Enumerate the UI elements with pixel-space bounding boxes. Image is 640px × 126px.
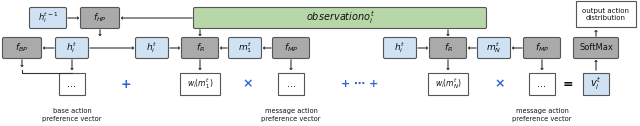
- Text: message action
preference vector: message action preference vector: [512, 108, 572, 121]
- Text: $v_i^t$: $v_i^t$: [591, 76, 602, 92]
- Text: $f_{MP}$: $f_{MP}$: [535, 42, 549, 54]
- Bar: [583, 73, 609, 95]
- Text: ×: ×: [243, 77, 253, 90]
- Text: $f_R$: $f_R$: [195, 42, 205, 54]
- Text: + ⋯ +: + ⋯ +: [341, 79, 379, 89]
- Text: $h_i^t$: $h_i^t$: [394, 41, 406, 55]
- Bar: [59, 73, 85, 95]
- FancyBboxPatch shape: [477, 38, 511, 58]
- FancyBboxPatch shape: [81, 8, 120, 28]
- FancyBboxPatch shape: [524, 38, 561, 58]
- FancyBboxPatch shape: [228, 38, 262, 58]
- Bar: [428, 73, 468, 95]
- Text: $h_i^t$: $h_i^t$: [67, 41, 77, 55]
- FancyBboxPatch shape: [3, 38, 42, 58]
- Text: SoftMax: SoftMax: [579, 43, 613, 53]
- Text: $w_i(m_N^t)$: $w_i(m_N^t)$: [435, 77, 461, 91]
- Bar: [180, 73, 220, 95]
- Bar: [529, 73, 555, 95]
- Text: ...: ...: [67, 79, 77, 89]
- Text: $observation o_i^t$: $observation o_i^t$: [305, 10, 374, 26]
- FancyBboxPatch shape: [136, 38, 168, 58]
- Text: $m_1^t$: $m_1^t$: [238, 41, 252, 55]
- Text: ...: ...: [287, 79, 296, 89]
- Text: $f_R$: $f_R$: [444, 42, 452, 54]
- Text: output action
distribution: output action distribution: [582, 8, 630, 21]
- FancyBboxPatch shape: [573, 38, 618, 58]
- Text: ...: ...: [538, 79, 547, 89]
- Text: $m_N^t$: $m_N^t$: [486, 41, 502, 55]
- Text: +: +: [121, 77, 131, 90]
- Text: message action
preference vector: message action preference vector: [261, 108, 321, 121]
- Text: $f_{BP}$: $f_{BP}$: [15, 42, 29, 54]
- FancyBboxPatch shape: [429, 38, 467, 58]
- FancyBboxPatch shape: [29, 8, 67, 28]
- Bar: [278, 73, 304, 95]
- FancyBboxPatch shape: [182, 38, 218, 58]
- Text: $f_{HP}$: $f_{HP}$: [93, 12, 107, 24]
- FancyBboxPatch shape: [383, 38, 417, 58]
- Text: =: =: [563, 77, 573, 90]
- Text: $f_{MP}$: $f_{MP}$: [284, 42, 298, 54]
- Text: $h_i^t$: $h_i^t$: [147, 41, 157, 55]
- Text: base action
preference vector: base action preference vector: [42, 108, 102, 121]
- FancyBboxPatch shape: [273, 38, 310, 58]
- Text: $w_i(m_1^t)$: $w_i(m_1^t)$: [187, 77, 213, 91]
- FancyBboxPatch shape: [56, 38, 88, 58]
- Text: ×: ×: [495, 77, 505, 90]
- Bar: [576, 1, 636, 27]
- FancyBboxPatch shape: [193, 8, 486, 28]
- Text: $h_i^{t-1}$: $h_i^{t-1}$: [38, 11, 58, 25]
